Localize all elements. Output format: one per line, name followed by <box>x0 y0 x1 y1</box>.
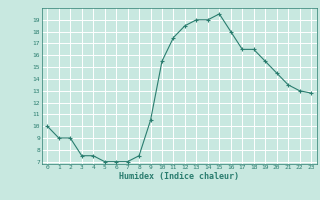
X-axis label: Humidex (Indice chaleur): Humidex (Indice chaleur) <box>119 172 239 181</box>
